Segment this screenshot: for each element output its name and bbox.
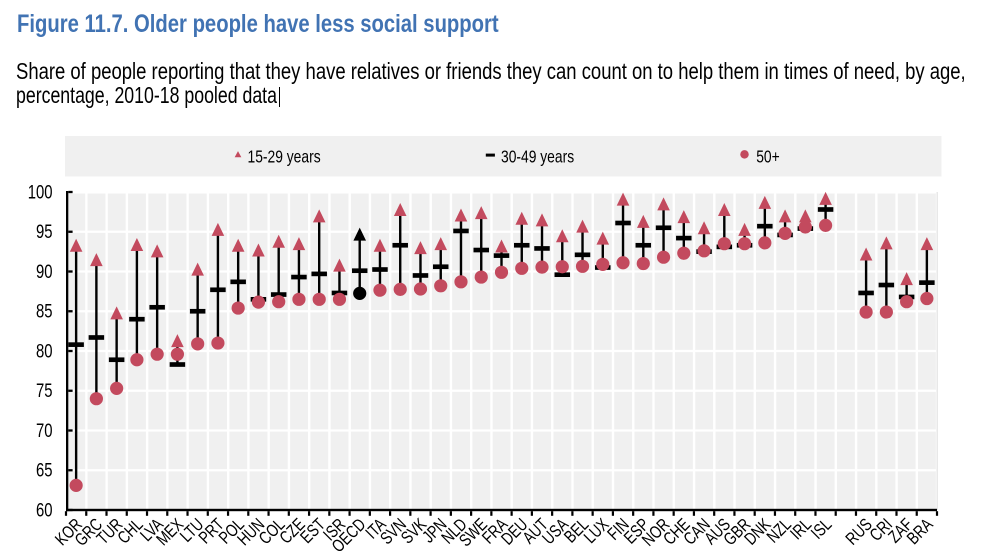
svg-text:95: 95: [36, 220, 53, 242]
svg-text:30-49 years: 30-49 years: [501, 147, 574, 167]
svg-text:60: 60: [36, 498, 53, 520]
svg-text:65: 65: [36, 459, 53, 481]
svg-text:50+: 50+: [756, 147, 779, 167]
svg-text:85: 85: [36, 300, 53, 322]
svg-text:BRA: BRA: [904, 515, 938, 549]
svg-text:ISL: ISL: [808, 515, 836, 543]
svg-text:90: 90: [36, 260, 53, 282]
svg-text:15-29 years: 15-29 years: [248, 147, 321, 167]
svg-text:80: 80: [36, 339, 53, 361]
svg-text:75: 75: [36, 379, 53, 401]
svg-text:70: 70: [36, 419, 53, 441]
svg-text:100: 100: [28, 180, 53, 202]
